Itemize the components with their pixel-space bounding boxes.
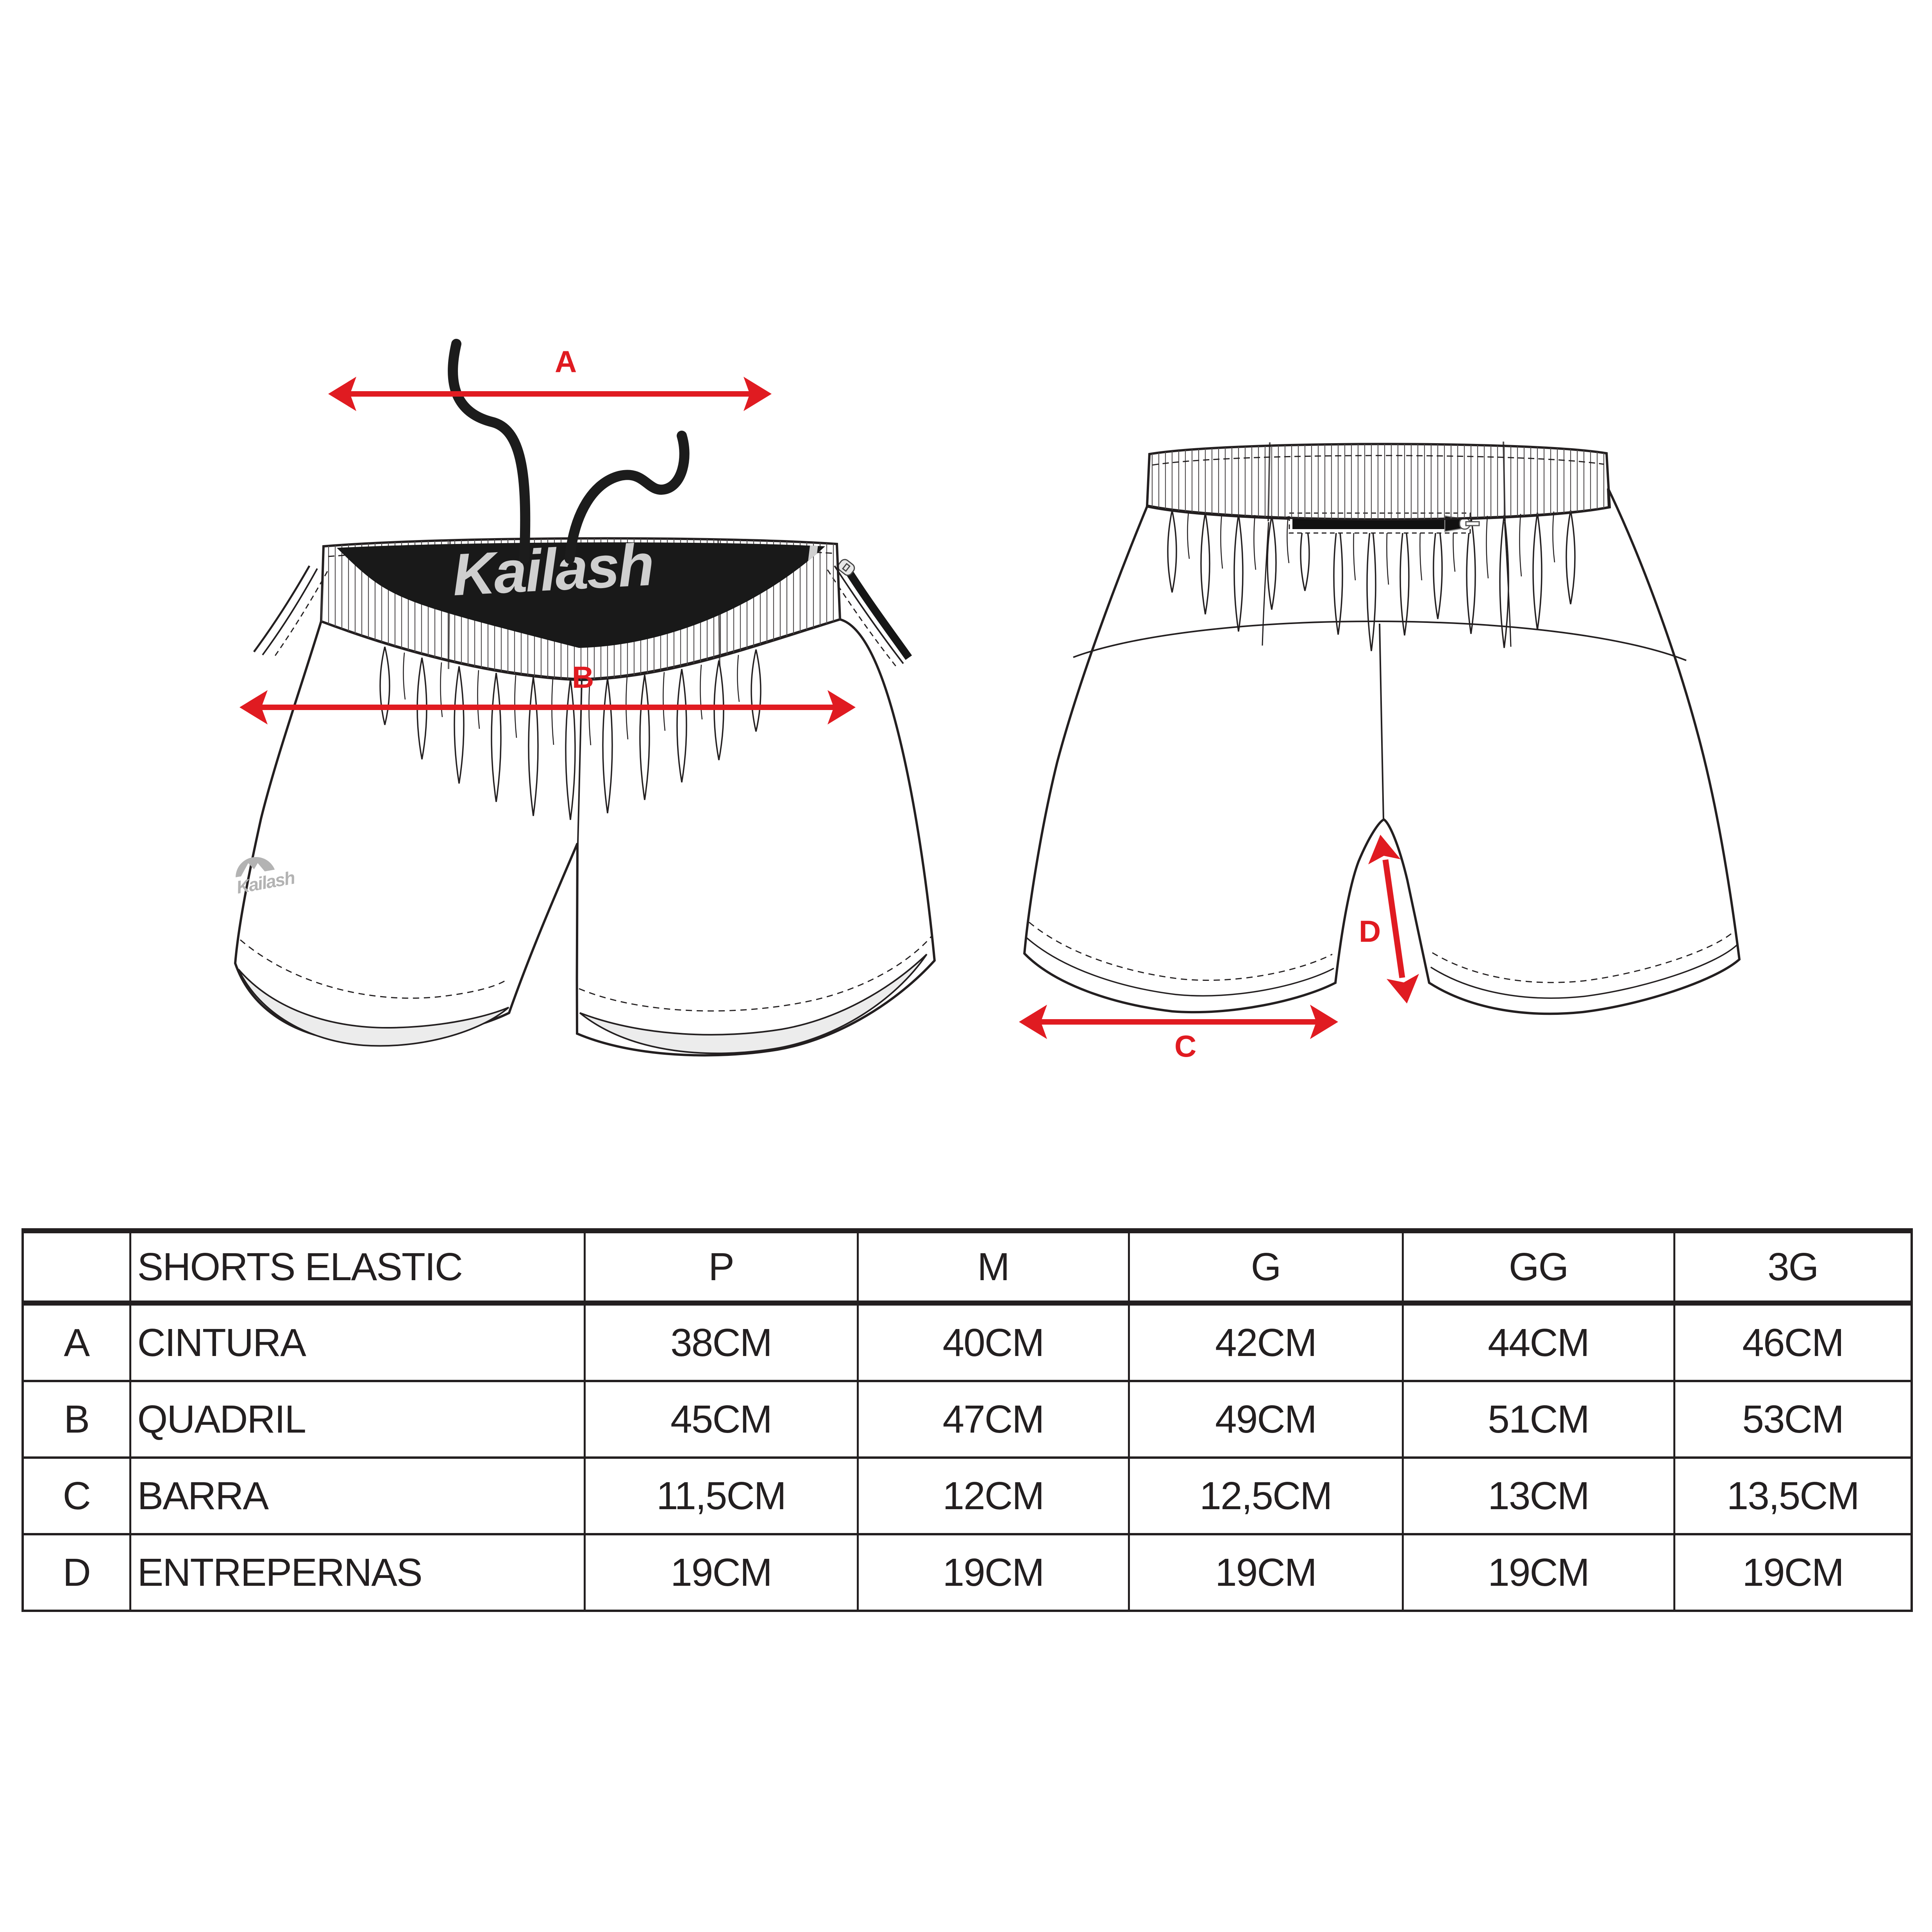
back-waistband [1146, 441, 1611, 522]
table-row-cintura: A CINTURA 38CM 40CM 42CM 44CM 46CM [21, 1303, 1912, 1382]
table-row-barra: C BARRA 11,5CM 12CM 12,5CM 13CM 13,5CM [21, 1458, 1912, 1535]
front-left-pocket [253, 565, 328, 658]
back-view: C D [1019, 441, 1741, 1063]
front-right-hem-stitch [579, 936, 933, 1012]
front-gather-loops [379, 646, 761, 820]
row-letter: D [21, 1534, 130, 1612]
value-cell: 13CM [1401, 1458, 1674, 1535]
kailash-logo-mountain-icon [236, 857, 275, 878]
value-cell: 44CM [1401, 1303, 1674, 1382]
value-cell: 49CM [1128, 1381, 1403, 1459]
drawstring-cords [448, 339, 690, 564]
measure-arrow-d: D [1359, 835, 1419, 1004]
value-cell: 38CM [583, 1303, 858, 1382]
front-waistband: Kailash k [320, 531, 842, 682]
value-cell: 40CM [856, 1303, 1129, 1382]
size-header-m: M [856, 1231, 1129, 1306]
front-pocket-zipper [845, 569, 912, 660]
size-header-p: P [583, 1231, 858, 1306]
size-header-g: G [1128, 1231, 1403, 1306]
back-panel-seam-right [1504, 522, 1512, 647]
table-row-quadril: B QUADRIL 45CM 47CM 49CM 51CM 53CM [21, 1381, 1912, 1459]
value-cell: 47CM [856, 1381, 1129, 1459]
value-cell: 19CM [856, 1534, 1129, 1612]
back-panel-seam-left [1262, 522, 1269, 646]
row-label: CINTURA [129, 1303, 584, 1382]
value-cell: 45CM [583, 1381, 858, 1459]
row-label: BARRA [129, 1458, 584, 1535]
arrow-d-label: D [1359, 914, 1381, 948]
size-header-gg: GG [1401, 1231, 1674, 1306]
back-zipper-pull-icon [1459, 517, 1480, 530]
value-cell: 19CM [1401, 1534, 1674, 1612]
back-right-hem-line [1430, 944, 1738, 999]
value-cell: 51CM [1401, 1381, 1674, 1459]
back-gather-loops [1167, 510, 1576, 651]
back-waistband-seam-right [1503, 441, 1506, 522]
back-left-hem-line [1026, 937, 1334, 997]
shorts-technical-drawing: Kailash k A B Kailash [234, 339, 1741, 1063]
value-cell: 12CM [856, 1458, 1129, 1535]
arrow-c-label: C [1174, 1029, 1196, 1063]
measure-arrow-b: B [239, 660, 856, 724]
row-letter: B [21, 1381, 130, 1459]
value-cell: 19CM [1128, 1534, 1403, 1612]
front-right-pocket [827, 559, 912, 667]
row-label: ENTREPERNAS [129, 1534, 584, 1612]
row-letter: C [21, 1458, 130, 1535]
back-yoke-seam [1073, 620, 1687, 661]
row-label: QUADRIL [129, 1381, 584, 1459]
back-right-hem-stitch [1432, 930, 1735, 983]
kailash-logo-text: Kailash [235, 867, 296, 897]
arrow-b-label: B [572, 660, 594, 694]
value-cell: 12,5CM [1128, 1458, 1403, 1535]
front-view: Kailash k A B Kailash [234, 339, 936, 1057]
waistband-brand-text: Kailash [451, 531, 654, 608]
value-cell: 19CM [1673, 1534, 1912, 1612]
measure-arrow-c: C [1019, 1005, 1338, 1063]
front-center-seam [577, 680, 583, 844]
front-right-hem-lining [579, 953, 928, 1054]
value-cell: 53CM [1673, 1381, 1912, 1459]
value-cell: 46CM [1673, 1303, 1912, 1382]
value-cell: 11,5CM [583, 1458, 858, 1535]
front-left-hem-lining [238, 968, 509, 1047]
row-letter: A [21, 1303, 130, 1382]
back-waistband-seam-left [1267, 442, 1271, 522]
value-cell: 13,5CM [1673, 1458, 1912, 1535]
product-name-cell: SHORTS ELASTIC [129, 1231, 584, 1306]
table-row-entrepernas: D ENTREPERNAS 19CM 19CM 19CM 19CM 19CM [21, 1534, 1912, 1612]
back-center-seam [1379, 623, 1384, 819]
value-cell: 19CM [583, 1534, 858, 1612]
kailash-logo: Kailash [235, 857, 296, 898]
back-waistband-stitch-top [1152, 455, 1604, 466]
front-waistband-inner-print [337, 542, 825, 648]
value-cell: 42CM [1128, 1303, 1403, 1382]
arrow-a-label: A [555, 344, 577, 379]
size-header-3g: 3G [1673, 1231, 1912, 1306]
front-left-hem-stitch [240, 939, 508, 999]
corner-cell [21, 1231, 130, 1306]
size-table: SHORTS ELASTIC P M G GG 3G A CINTURA 38C… [21, 1228, 1913, 1612]
measure-arrow-a: A [328, 344, 772, 411]
size-table-header-row: SHORTS ELASTIC P M G GG 3G [21, 1231, 1912, 1306]
back-left-hem-stitch [1029, 921, 1333, 981]
zipper-pull-icon [837, 559, 855, 576]
back-body-outline [1023, 488, 1741, 1015]
